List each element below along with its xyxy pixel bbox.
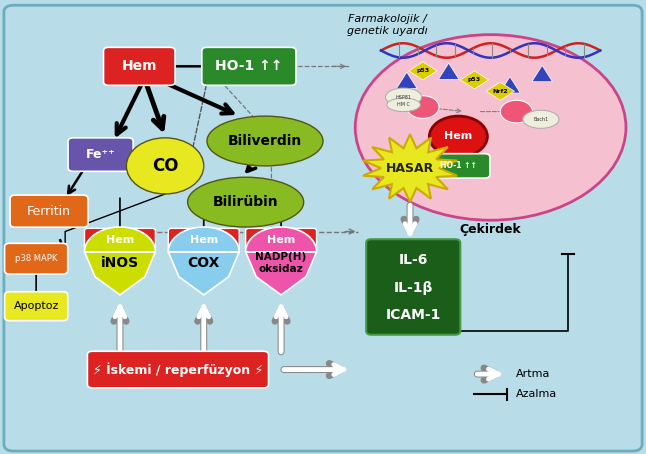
FancyBboxPatch shape <box>366 239 461 335</box>
FancyBboxPatch shape <box>10 195 88 227</box>
Text: Bilirübin: Bilirübin <box>213 195 278 209</box>
Text: Azalma: Azalma <box>516 390 557 400</box>
Ellipse shape <box>355 35 626 220</box>
FancyBboxPatch shape <box>4 5 642 451</box>
FancyBboxPatch shape <box>245 228 317 252</box>
Polygon shape <box>397 72 417 89</box>
Polygon shape <box>499 77 520 93</box>
Ellipse shape <box>386 88 422 106</box>
Polygon shape <box>439 63 459 79</box>
Text: Hem: Hem <box>267 235 295 245</box>
Text: Artma: Artma <box>516 369 551 379</box>
Text: Hem: Hem <box>121 59 157 74</box>
Text: Çekirdek: Çekirdek <box>460 223 521 236</box>
FancyBboxPatch shape <box>87 351 269 388</box>
Ellipse shape <box>127 138 203 194</box>
FancyBboxPatch shape <box>85 228 156 252</box>
Text: Nrf2: Nrf2 <box>492 89 508 94</box>
Polygon shape <box>85 227 156 295</box>
FancyBboxPatch shape <box>427 153 490 178</box>
Polygon shape <box>363 134 457 202</box>
Text: HO-1 ↑↑: HO-1 ↑↑ <box>440 162 477 170</box>
Text: CO: CO <box>152 157 178 175</box>
Text: Fe⁺⁺: Fe⁺⁺ <box>86 148 116 161</box>
Text: HSP81: HSP81 <box>395 94 412 99</box>
FancyBboxPatch shape <box>68 138 133 171</box>
FancyBboxPatch shape <box>5 243 68 274</box>
FancyBboxPatch shape <box>169 228 239 252</box>
Text: Hem: Hem <box>190 235 218 245</box>
Circle shape <box>430 116 487 157</box>
Text: NADP(H)
oksidaz: NADP(H) oksidaz <box>255 252 307 274</box>
Ellipse shape <box>207 116 323 166</box>
Text: Farmakolojik /
genetik uyardı: Farmakolojik / genetik uyardı <box>347 14 428 36</box>
FancyBboxPatch shape <box>5 292 68 321</box>
Text: ⚡ İskemi / reperfüzyon ⚡: ⚡ İskemi / reperfüzyon ⚡ <box>93 362 263 377</box>
Text: p38 MAPK: p38 MAPK <box>15 254 57 263</box>
FancyBboxPatch shape <box>202 47 296 85</box>
Text: HM C: HM C <box>397 102 410 107</box>
Text: HO-1 ↑↑: HO-1 ↑↑ <box>215 59 282 74</box>
Polygon shape <box>409 62 437 80</box>
Ellipse shape <box>387 98 421 112</box>
Text: IL-1β: IL-1β <box>393 281 433 295</box>
Ellipse shape <box>187 177 304 227</box>
Text: ICAM-1: ICAM-1 <box>386 308 441 322</box>
Polygon shape <box>245 227 317 295</box>
Text: p53: p53 <box>468 77 481 83</box>
Text: Ferritin: Ferritin <box>27 205 71 217</box>
Text: iNOS: iNOS <box>101 256 139 270</box>
Polygon shape <box>461 71 488 89</box>
Text: Biliverdin: Biliverdin <box>228 134 302 148</box>
Text: Hem: Hem <box>444 132 472 142</box>
Text: IL-6: IL-6 <box>399 253 428 267</box>
Text: p53: p53 <box>417 69 430 74</box>
Ellipse shape <box>523 110 559 128</box>
Polygon shape <box>532 65 552 82</box>
Circle shape <box>500 100 532 123</box>
Circle shape <box>407 96 439 118</box>
Polygon shape <box>486 82 514 100</box>
Text: COX: COX <box>187 256 220 270</box>
Text: Hem: Hem <box>106 235 134 245</box>
FancyBboxPatch shape <box>103 47 175 85</box>
Text: Bach1: Bach1 <box>533 117 548 122</box>
Polygon shape <box>169 227 239 295</box>
Text: Apoptoz: Apoptoz <box>14 301 59 311</box>
Text: HASAR: HASAR <box>386 162 434 175</box>
